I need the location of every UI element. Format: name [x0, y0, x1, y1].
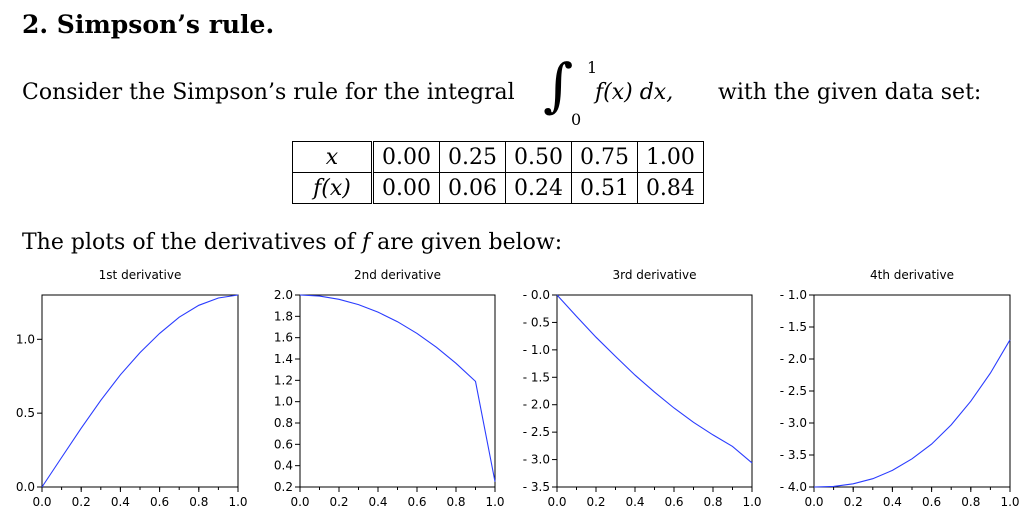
- table-cell: 0.00: [372, 141, 440, 173]
- integral-upper-limit: 1: [587, 58, 598, 77]
- integrand: f(x) dx,: [595, 80, 674, 105]
- chart-title: 3rd derivative: [612, 268, 696, 282]
- y-tick-label: 0.8: [274, 416, 293, 430]
- table-cell: 0.24: [504, 172, 572, 204]
- table-cell: 0.51: [570, 172, 638, 204]
- series-line: [556, 294, 753, 464]
- y-tick-label: - 3.5: [523, 480, 550, 494]
- x-tick-label: 0.4: [368, 495, 387, 509]
- y-tick-label: - 2.5: [780, 384, 807, 398]
- y-tick-label: 1.0: [274, 395, 293, 409]
- plot-frame: [556, 294, 753, 488]
- x-tick-label: 0.8: [446, 495, 465, 509]
- x-tick-label: 1.0: [742, 495, 761, 509]
- chart-title: 4th derivative: [870, 268, 954, 282]
- y-tick-label: 0.0: [16, 480, 35, 494]
- y-tick-label: - 1.5: [523, 370, 550, 384]
- y-tick-label: - 0.0: [523, 288, 550, 302]
- table-label-x: x: [292, 141, 374, 173]
- table-cell: 0.84: [636, 172, 704, 204]
- x-tick-label: 1.0: [485, 495, 504, 509]
- integral-lower-limit: 0: [571, 110, 582, 129]
- x-tick-label: 0.6: [407, 495, 426, 509]
- x-tick-label: 1.0: [228, 495, 247, 509]
- plot-frame: [41, 294, 239, 488]
- y-tick-label: - 3.0: [780, 416, 807, 430]
- x-tick-label: 0.0: [804, 495, 823, 509]
- y-tick-label: - 2.5: [523, 425, 550, 439]
- plots-caption-var: f: [361, 230, 371, 255]
- section-title: 2. Simpson’s rule.: [22, 10, 275, 39]
- x-tick-label: 0.4: [883, 495, 902, 509]
- x-tick-label: 0.6: [664, 495, 683, 509]
- y-tick-label: 0.6: [274, 437, 293, 451]
- chart-title: 1st derivative: [99, 268, 182, 282]
- y-tick-label: - 2.0: [523, 398, 550, 412]
- table-cell: 0.25: [438, 141, 506, 173]
- series-line: [299, 294, 496, 482]
- x-tick-label: 0.8: [189, 495, 208, 509]
- x-tick-label: 0.2: [329, 495, 348, 509]
- x-tick-label: 0.6: [150, 495, 169, 509]
- integral-sign: ∫: [543, 51, 574, 119]
- table-cell: 0.75: [570, 141, 638, 173]
- table-cell: 0.06: [438, 172, 506, 204]
- y-tick-label: 1.0: [16, 332, 35, 346]
- integral-expression: ∫ 1 0 f(x) dx,: [543, 56, 723, 136]
- table-label-f: f(x): [292, 172, 374, 204]
- data-table: x 0.00 0.25 0.50 0.75 1.00 f(x) 0.00 0.0…: [292, 141, 704, 204]
- y-tick-label: - 1.5: [780, 320, 807, 334]
- table-cell: 0.50: [504, 141, 572, 173]
- y-tick-label: 0.5: [16, 406, 35, 420]
- plot-frame: [299, 294, 496, 488]
- y-tick-label: - 3.0: [523, 453, 550, 467]
- y-tick-label: - 2.0: [780, 352, 807, 366]
- y-tick-label: - 0.5: [523, 315, 550, 329]
- y-tick-label: 1.8: [274, 309, 293, 323]
- plots-caption: The plots of the derivatives of f are gi…: [22, 230, 562, 255]
- y-tick-label: - 1.0: [780, 288, 807, 302]
- x-tick-label: 0.2: [844, 495, 863, 509]
- y-tick-label: 1.2: [274, 373, 293, 387]
- x-tick-label: 0.0: [290, 495, 309, 509]
- x-tick-label: 1.0: [1000, 495, 1019, 509]
- y-tick-label: 1.4: [274, 352, 293, 366]
- table-row-x: x 0.00 0.25 0.50 0.75 1.00: [292, 141, 704, 173]
- y-tick-label: - 3.5: [780, 448, 807, 462]
- x-tick-label: 0.4: [625, 495, 644, 509]
- x-tick-label: 0.0: [547, 495, 566, 509]
- series-line: [813, 339, 1011, 488]
- y-tick-label: 1.6: [274, 331, 293, 345]
- y-tick-label: - 4.0: [780, 480, 807, 494]
- table-row-f: f(x) 0.00 0.06 0.24 0.51 0.84: [292, 172, 704, 204]
- y-tick-label: 0.2: [274, 480, 293, 494]
- x-tick-label: 0.4: [111, 495, 130, 509]
- x-tick-label: 0.6: [922, 495, 941, 509]
- x-tick-label: 0.8: [961, 495, 980, 509]
- y-tick-label: 0.4: [274, 459, 293, 473]
- y-tick-label: - 1.0: [523, 343, 550, 357]
- table-cell: 0.00: [372, 172, 440, 204]
- x-tick-label: 0.2: [72, 495, 91, 509]
- intro-text: Consider the Simpson’s rule for the inte…: [22, 80, 515, 105]
- plots-caption-after: are given below:: [377, 230, 563, 255]
- chart-title: 2nd derivative: [354, 268, 441, 282]
- x-tick-label: 0.8: [703, 495, 722, 509]
- y-tick-label: 2.0: [274, 288, 293, 302]
- plots-caption-before: The plots of the derivatives of: [22, 230, 355, 255]
- x-tick-label: 0.0: [32, 495, 51, 509]
- intro-tail-text: with the given data set:: [718, 80, 982, 105]
- x-tick-label: 0.2: [586, 495, 605, 509]
- series-line: [41, 294, 239, 488]
- table-cell: 1.00: [636, 141, 704, 173]
